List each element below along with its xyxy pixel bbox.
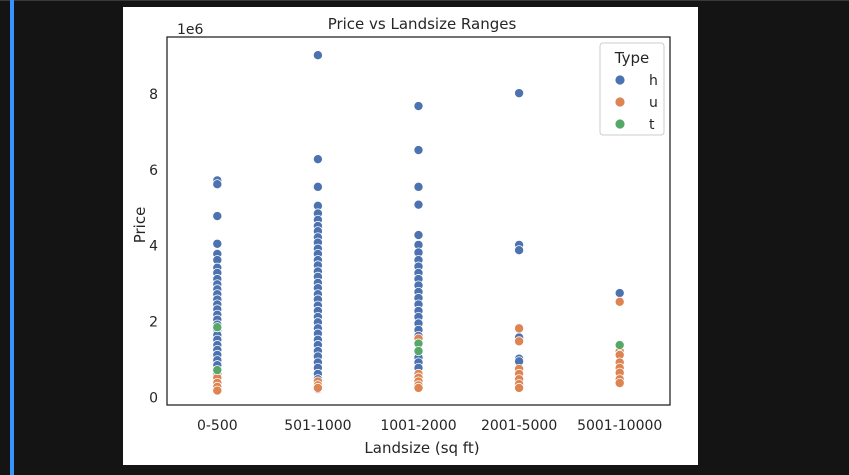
point-u [514, 323, 525, 334]
point-t [413, 346, 424, 357]
legend-title: Type [614, 49, 649, 67]
point-h [413, 230, 424, 241]
point-u [614, 296, 625, 307]
data-points [212, 50, 625, 396]
point-h [312, 154, 323, 165]
legend: Type hut [599, 42, 665, 136]
legend-marker-t [614, 118, 626, 130]
x-tick-label: 0-500 [197, 418, 238, 434]
x-axis: 0-500 501-1000 1001-2000 2001-5000 5001-1000… [197, 418, 662, 434]
point-h [212, 179, 223, 190]
legend-marker-h [614, 74, 626, 86]
active-cell-indicator [10, 0, 14, 475]
y-axis: 0 2 4 6 8 [149, 87, 158, 407]
x-axis-label: Landsize (sq ft) [364, 439, 479, 457]
legend-label-u: u [649, 95, 658, 111]
point-h [312, 181, 323, 192]
point-u [514, 382, 525, 393]
point-h [413, 145, 424, 156]
point-h [413, 199, 424, 210]
legend-label-t: t [649, 117, 655, 133]
x-tick-label: 501-1000 [284, 418, 351, 434]
y-axis-label: Price [131, 207, 149, 244]
point-h [514, 88, 525, 99]
point-t [212, 365, 223, 376]
y-offset-label: 1e6 [177, 22, 204, 38]
x-tick-label: 1001-2000 [380, 418, 456, 434]
point-u [614, 377, 625, 388]
point-u [514, 336, 525, 347]
point-t [614, 340, 625, 351]
point-t [212, 322, 223, 333]
y-tick-label: 6 [149, 163, 158, 179]
point-h [413, 181, 424, 192]
point-h [514, 245, 525, 256]
x-tick-label: 2001-5000 [481, 418, 557, 434]
y-tick-label: 4 [149, 239, 158, 255]
y-tick-label: 8 [149, 87, 158, 103]
point-h [413, 101, 424, 112]
chart-figure: Price vs Landsize Ranges 1e6 0 2 4 6 8 0-500… [123, 7, 698, 465]
legend-label-h: h [649, 73, 658, 89]
point-u [413, 382, 424, 393]
point-h [212, 211, 223, 222]
chart-title: Price vs Landsize Ranges [328, 15, 517, 33]
point-h [212, 238, 223, 249]
scatter-chart: Price vs Landsize Ranges 1e6 0 2 4 6 8 0-500… [131, 15, 671, 457]
y-tick-label: 0 [149, 390, 158, 406]
window-top-border [0, 0, 849, 1]
x-tick-label: 5001-10000 [577, 418, 662, 434]
point-h [614, 288, 625, 299]
y-tick-label: 2 [149, 315, 158, 331]
point-u [212, 385, 223, 396]
point-h [312, 50, 323, 61]
legend-box [599, 42, 665, 136]
point-u [312, 382, 323, 393]
legend-marker-u [614, 96, 626, 108]
